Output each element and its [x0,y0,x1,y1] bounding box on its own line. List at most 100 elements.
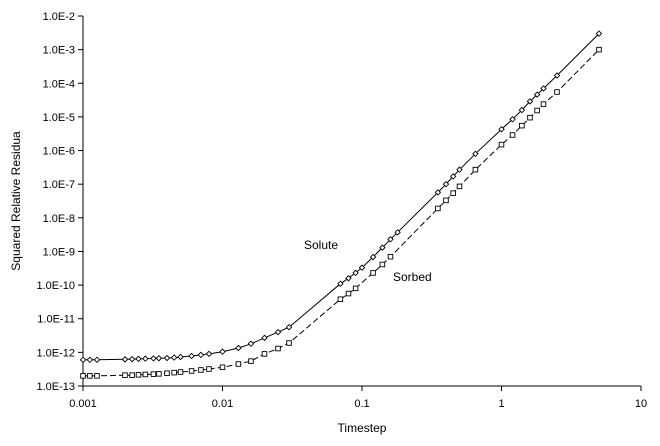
data-point-sorbed [177,369,184,375]
annotation-sorbed: Sorbed [393,270,432,284]
data-point-solute [387,236,394,243]
data-point-sorbed [387,253,394,260]
data-point-solute [472,150,479,158]
data-point-solute [219,348,226,355]
data-point-solute [155,354,163,362]
data-point-sorbed [519,122,525,129]
x-tick-label: 10 [635,398,647,410]
data-point-sorbed [370,270,376,276]
data-point-solute [345,274,352,282]
series-line-sorbed [83,49,600,377]
data-point-sorbed [286,340,292,346]
y-tick-label: 1.0E-6 [43,146,75,158]
data-point-sorbed [171,369,177,376]
data-point-sorbed [219,364,226,371]
series-sorbed [80,46,602,379]
data-point-sorbed [456,183,463,190]
data-point-solute [337,280,344,287]
data-point-solute [394,229,401,236]
tick-labels: 0.001 0.01 0.1 1 10 1.0E-13 1.0E-12 1.0E-11 1.0E… [36,11,647,410]
y-tick-label: 1.0E-11 [37,314,75,326]
data-point-sorbed [554,89,560,95]
data-point-solute [434,189,442,196]
data-point-sorbed [150,371,157,377]
data-point-sorbed [498,141,505,148]
data-point-solute [449,173,457,180]
data-point-solute [533,91,541,98]
y-tick-label: 1.0E-9 [43,246,75,258]
data-point-sorbed [443,197,449,204]
data-point-solute [247,340,255,348]
series-solute [79,30,603,364]
y-tick-label: 1.0E-5 [43,112,75,124]
data-point-solute [285,323,293,331]
data-point-sorbed [135,372,142,378]
data-point-solute [274,328,282,336]
data-point-sorbed [235,361,242,367]
data-point-sorbed [337,296,344,302]
data-point-sorbed [352,285,359,292]
x-tick-label: 1 [498,398,504,410]
data-point-sorbed [94,373,100,379]
data-point-sorbed [122,372,128,378]
data-point-sorbed [87,373,93,379]
data-point-solute [456,166,463,173]
data-point-solute [442,180,450,188]
data-point-solute [150,355,157,362]
data-point-solute [379,244,386,251]
x-tick-label: 0.1 [354,398,369,410]
x-tick-label: 0.01 [212,398,233,410]
data-point-solute [197,351,205,359]
data-point-sorbed [596,46,602,53]
y-tick-label: 1.0E-7 [43,179,75,191]
data-point-sorbed [198,367,204,373]
data-point-solute [553,72,561,79]
x-axis-title: Timestep [338,421,387,435]
data-point-solute [121,356,129,363]
y-axis-title: Squared Relative Residua [9,131,23,271]
data-point-solute [358,264,366,271]
ticks [78,15,642,391]
data-point-sorbed [540,101,547,107]
data-point-solute [498,126,505,133]
data-point-sorbed [156,371,162,377]
data-point-sorbed [261,351,268,357]
data-point-solute [261,334,268,342]
data-point-solute [205,350,213,358]
annotation-solute: Solute [304,238,338,252]
y-tick-label: 1.0E-2 [43,11,75,23]
y-tick-label: 1.0E-12 [36,347,75,359]
series-line-solute [83,33,600,361]
data-point-solute [170,354,178,361]
data-point-sorbed [248,358,254,364]
data-point-solute [79,356,87,364]
data-point-sorbed [435,205,441,212]
data-point-sorbed [188,368,195,374]
data-point-sorbed [345,290,352,297]
data-point-solute [518,106,526,114]
data-point-solute [526,98,534,105]
data-point-sorbed [534,107,540,114]
data-point-solute [163,354,171,362]
data-point-sorbed [275,345,281,352]
data-point-solute [177,353,184,361]
data-point-sorbed [527,114,533,121]
data-point-solute [369,253,377,261]
data-point-sorbed [206,366,212,372]
data-point-sorbed [472,166,479,173]
y-tick-label: 1.0E-13 [36,381,75,393]
data-point-solute [135,355,142,363]
data-point-sorbed [164,370,170,376]
data-point-solute [235,344,242,352]
data-point-solute [93,356,101,364]
y-tick-label: 1.0E-4 [43,78,75,90]
axes [82,16,641,387]
data-point-solute [188,352,195,360]
data-point-solute [128,355,136,363]
y-tick-label: 1.0E-8 [43,213,75,225]
data-point-solute [509,116,516,123]
data-point-solute [86,356,94,364]
data-point-solute [352,269,359,277]
data-point-sorbed [379,261,386,268]
